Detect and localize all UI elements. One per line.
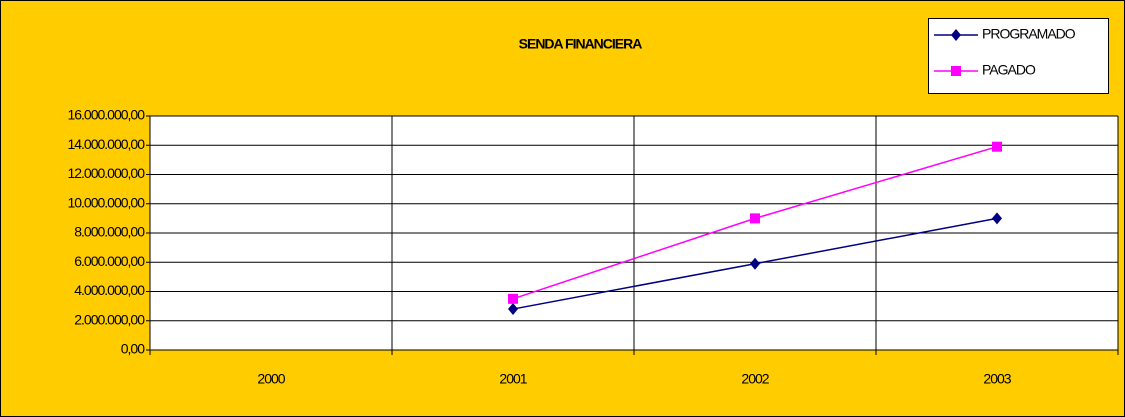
- chart-title: SENDA FINANCIERA: [519, 36, 643, 52]
- marker: [508, 303, 518, 316]
- y-tick-label: 10.000.000,00: [67, 194, 145, 210]
- marker: [750, 213, 760, 224]
- y-tick-label: 12.000.000,00: [67, 165, 145, 181]
- y-tick-label: 0,00: [121, 341, 145, 357]
- marker: [992, 141, 1002, 152]
- x-tick-label: 2001: [499, 371, 527, 387]
- y-tick-label: 16.000.000,00: [67, 107, 145, 123]
- y-tick-label: 8.000.000,00: [74, 224, 145, 240]
- x-tick-label: 2003: [983, 371, 1011, 387]
- legend: [928, 18, 1109, 94]
- x-tick-label: 2002: [741, 371, 769, 387]
- x-tick-label: 2000: [257, 371, 285, 387]
- legend-marker: [951, 29, 961, 41]
- marker: [992, 212, 1002, 225]
- y-tick-label: 2.000.000,00: [74, 311, 145, 327]
- marker: [508, 293, 518, 304]
- y-tick-label: 14.000.000,00: [67, 136, 145, 152]
- legend-label: PROGRAMADO: [982, 26, 1076, 42]
- marker: [750, 257, 760, 270]
- legend-marker: [951, 66, 961, 76]
- y-tick-label: 4.000.000,00: [74, 282, 145, 298]
- y-tick-label: 6.000.000,00: [74, 253, 145, 269]
- legend-label: PAGADO: [982, 62, 1036, 78]
